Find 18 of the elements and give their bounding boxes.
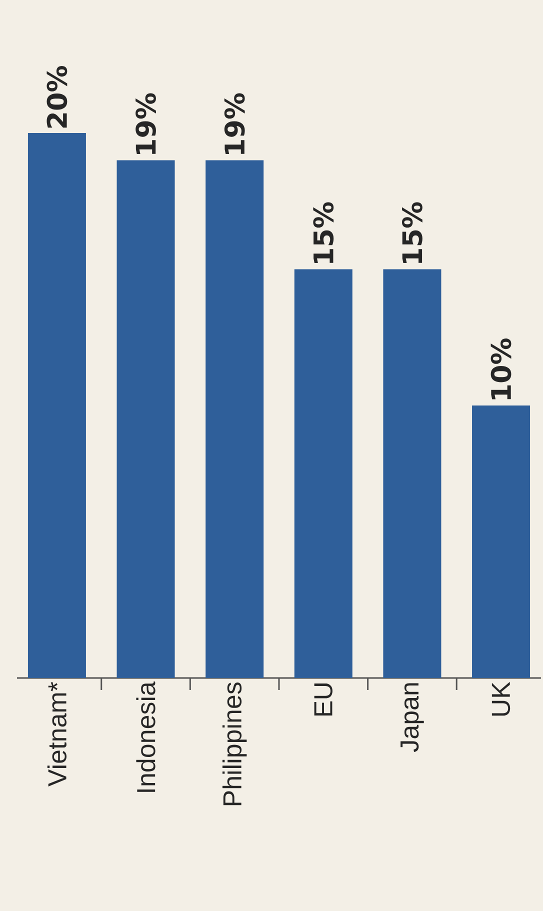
data-label: 20% [46,66,68,128]
data-label: 19% [136,93,156,154]
data-label: 10% [490,338,512,400]
x-tick-label: EU [314,684,332,716]
bar [116,160,175,678]
data-label: 15% [402,202,422,264]
x-tick-label: Philippines [222,682,247,806]
bar [472,406,530,678]
bar [383,269,442,678]
x-tick-label: Indonesia [136,682,156,792]
x-tick-label: Japan [400,683,424,752]
data-label: 19% [224,93,245,154]
data-label: 15% [313,202,334,264]
bar [206,160,264,678]
bar [294,269,352,678]
bar [28,133,86,678]
x-tick-label: UK [492,682,510,716]
x-tick-label: Vietnam* [47,682,67,786]
